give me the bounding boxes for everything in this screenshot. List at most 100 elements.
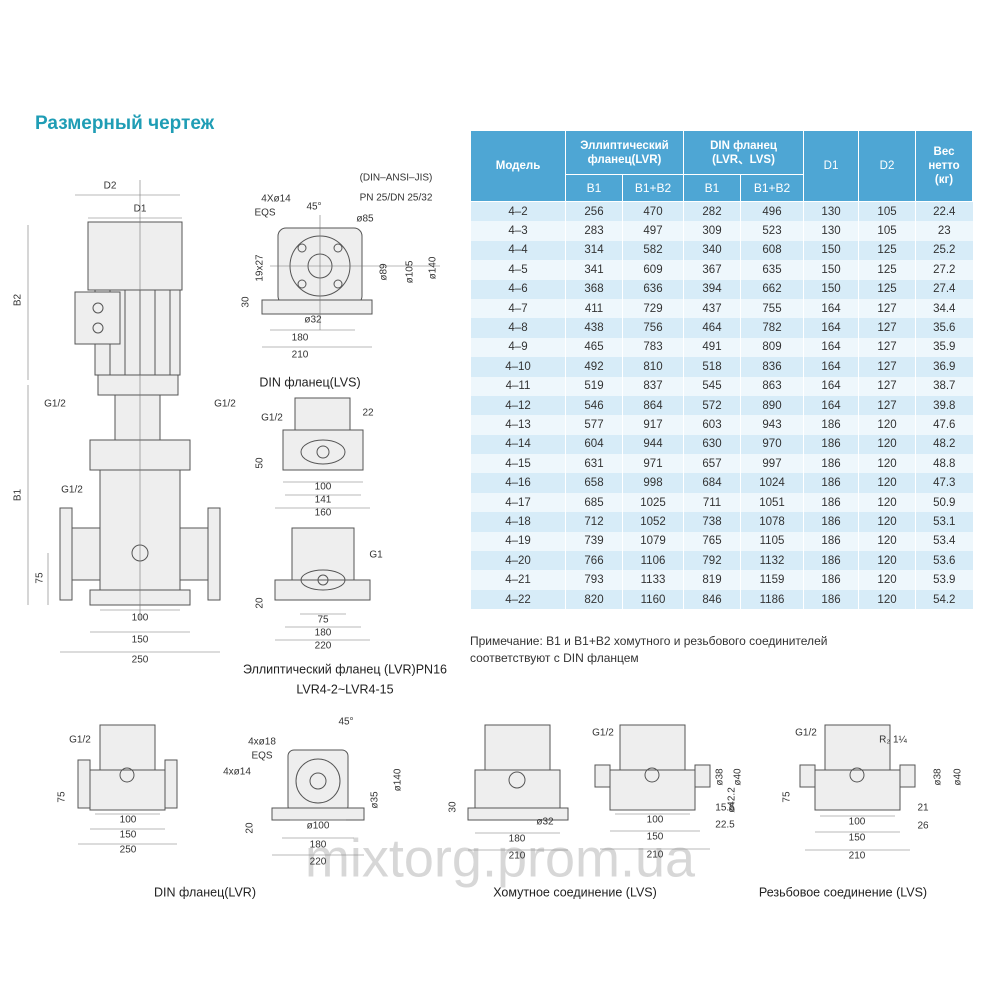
value-cell: 631 <box>565 454 623 474</box>
value-cell: 368 <box>565 279 623 299</box>
model-cell: 4–2 <box>470 201 566 222</box>
header-line: Эллиптический <box>580 139 669 152</box>
value-cell: 35.9 <box>915 337 973 358</box>
value-cell: 970 <box>739 434 804 455</box>
dimension-label: 210 <box>849 851 866 862</box>
value-cell: 523 <box>739 221 804 241</box>
model-cell: 4–18 <box>470 512 566 532</box>
value-cell: 820 <box>565 589 623 610</box>
value-cell: 519 <box>565 376 623 396</box>
value-cell: 497 <box>622 221 684 241</box>
dimension-label: R₂ 1¼ <box>879 734 907 746</box>
dimension-label: G1 <box>369 550 383 561</box>
value-cell: 518 <box>683 357 741 377</box>
value-cell: 34.4 <box>915 298 973 319</box>
drawing-rect <box>899 764 916 788</box>
value-cell: 577 <box>565 415 623 435</box>
value-cell: 48.2 <box>915 434 973 455</box>
dimension-label: 45° <box>306 202 321 213</box>
value-cell: 314 <box>565 240 623 261</box>
dimension-label: 220 <box>310 857 327 868</box>
dimension-label: G1/2 <box>261 413 283 424</box>
table-body: 4–2 256 470 282 496 130 105 22.4 4–3 283 497 309 523… <box>470 201 973 610</box>
dimension-label: 180 <box>310 840 327 851</box>
drawing-rect <box>814 769 901 811</box>
value-cell: 837 <box>622 376 684 396</box>
dimension-label: ø42.2 <box>727 787 738 813</box>
value-cell: 636 <box>622 279 684 299</box>
dimension-label: 100 <box>315 482 332 493</box>
value-cell: 309 <box>683 221 741 241</box>
value-cell: 39.8 <box>915 395 973 416</box>
value-cell: 739 <box>565 531 623 552</box>
value-cell: 125 <box>858 240 916 261</box>
dimension-label: D2 <box>104 181 117 192</box>
drawing-caption: Резьбовое соединение (LVS) <box>759 885 927 899</box>
value-cell: 164 <box>803 395 859 416</box>
dimension-label: EQS <box>254 208 275 219</box>
value-cell: 186 <box>803 512 859 532</box>
value-cell: 186 <box>803 434 859 455</box>
header-line: (кг) <box>934 174 954 186</box>
value-cell: 464 <box>683 318 741 338</box>
drawing-rect <box>467 807 569 821</box>
dimension-label: 45° <box>338 717 353 728</box>
model-cell: 4–21 <box>470 570 566 590</box>
value-cell: 120 <box>858 492 916 513</box>
dimension-label: 4Xø14 <box>261 194 291 205</box>
value-cell: 38.7 <box>915 376 973 396</box>
drawing-circle <box>317 574 329 586</box>
model-cell: 4–4 <box>470 240 566 261</box>
drawing-caption: Хомутное соединение (LVS) <box>493 885 657 899</box>
value-cell: 657 <box>683 454 741 474</box>
value-cell: 35.6 <box>915 318 973 338</box>
dimension-label: ø140 <box>393 768 404 791</box>
value-cell: 662 <box>739 279 804 299</box>
dimension-label: EQS <box>251 751 272 762</box>
value-cell: 125 <box>858 260 916 280</box>
dimension-label: G1/2 <box>44 399 66 410</box>
drawing-circle <box>316 445 330 459</box>
table-row: 4–13 577 917 603 943 186 120 47.6 <box>470 415 973 435</box>
value-cell: 27.4 <box>915 279 973 299</box>
table-row: 4–17 685 1025 711 1051 186 120 50.9 <box>470 492 973 513</box>
value-cell: 282 <box>683 201 741 222</box>
value-cell: 164 <box>803 376 859 396</box>
model-cell: 4–16 <box>470 473 566 493</box>
value-cell: 846 <box>683 589 741 610</box>
table-row: 4–12 546 864 572 890 164 127 39.8 <box>470 395 973 416</box>
header-line: DIN фланец <box>710 139 777 152</box>
dimension-label: 100 <box>849 817 866 828</box>
header-line: нетто <box>928 160 960 172</box>
dimension-label: 15.5 <box>715 803 735 814</box>
model-cell: 4–11 <box>470 376 566 396</box>
drawing-rect <box>59 507 73 601</box>
dimension-label: B2 <box>13 293 24 306</box>
value-cell: 998 <box>622 473 684 493</box>
value-cell: 783 <box>622 337 684 358</box>
value-cell: 256 <box>565 201 623 222</box>
dimension-label: G1/2 <box>69 735 91 746</box>
value-cell: 186 <box>803 492 859 513</box>
dimension-label: 250 <box>120 845 137 856</box>
value-cell: 438 <box>565 318 623 338</box>
value-cell: 283 <box>565 221 623 241</box>
value-cell: 340 <box>683 240 741 261</box>
dimension-label: ø32 <box>536 817 554 828</box>
model-cell: 4–7 <box>470 298 566 319</box>
dimension-label: ø89 <box>379 263 390 281</box>
dimension-label: ø38 <box>715 768 726 786</box>
drawing-rect <box>694 764 711 788</box>
table-row: 4–15 631 971 657 997 186 120 48.8 <box>470 454 973 474</box>
table-row: 4–8 438 756 464 782 164 127 35.6 <box>470 318 973 338</box>
drawing-ellipse <box>300 439 346 465</box>
value-cell: 120 <box>858 551 916 571</box>
value-cell: 23 <box>915 221 973 241</box>
model-cell: 4–13 <box>470 415 566 435</box>
value-cell: 120 <box>858 531 916 552</box>
table-row: 4–2 256 470 282 496 130 105 22.4 <box>470 201 973 222</box>
value-cell: 120 <box>858 434 916 455</box>
drawing-rect <box>271 807 365 821</box>
value-cell: 738 <box>683 512 741 532</box>
value-cell: 756 <box>622 318 684 338</box>
